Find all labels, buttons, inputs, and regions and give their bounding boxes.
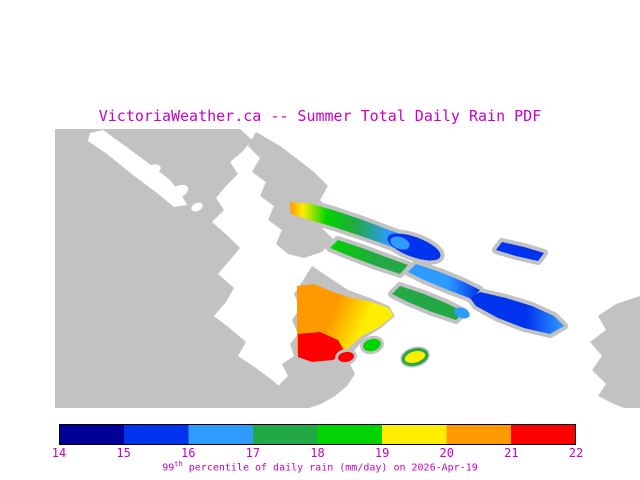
- colorbar: [59, 424, 576, 445]
- tick-label: 21: [504, 446, 519, 460]
- water-inlet: [88, 130, 187, 207]
- water-lake: [143, 164, 161, 176]
- tick-label: 15: [116, 446, 131, 460]
- rain-islet-red: [338, 351, 354, 363]
- tick-label: 19: [374, 446, 390, 460]
- tick-label: 14: [51, 446, 67, 460]
- caption-superscript: th: [174, 460, 183, 468]
- water-lake: [167, 184, 189, 200]
- land-east-shore: [590, 296, 640, 408]
- tick-label: 20: [439, 446, 454, 460]
- colorbar-segment: [253, 424, 318, 445]
- colorbar-segment: [446, 424, 511, 445]
- tick-label: 22: [568, 446, 584, 460]
- colorbar-ticks: 14 15 16 17 18 19 20 21 22: [52, 446, 583, 460]
- colorbar-segment: [317, 424, 382, 445]
- colorbar-border: [59, 424, 576, 445]
- caption-number: 99: [162, 462, 175, 474]
- land-vancouver-island: [55, 129, 304, 408]
- colorbar-segment: [124, 424, 189, 445]
- rain-islet-yellow: [401, 348, 429, 366]
- land-saltspring-island: [248, 132, 334, 258]
- water-lake: [191, 202, 203, 212]
- rain-island-sky-tip: [454, 307, 470, 319]
- tick-label: 16: [181, 446, 196, 460]
- colorbar-caption: 99th percentile of daily rain (mm/day) o…: [0, 460, 640, 473]
- caption-text: percentile of daily rain (mm/day) on 202…: [182, 462, 478, 474]
- page-title: VictoriaWeather.ca -- Summer Total Daily…: [98, 107, 542, 125]
- colorbar-segment: [382, 424, 447, 445]
- rain-island-sky-spot: [390, 236, 410, 250]
- colorbar-segment: [511, 424, 576, 445]
- tick-label: 17: [245, 446, 261, 460]
- colorbar-segment: [59, 424, 124, 445]
- rain-patch-peninsula-red: [298, 332, 345, 362]
- colorbar-segment: [188, 424, 253, 445]
- rain-islet-green: [363, 338, 381, 352]
- tick-label: 18: [310, 446, 325, 460]
